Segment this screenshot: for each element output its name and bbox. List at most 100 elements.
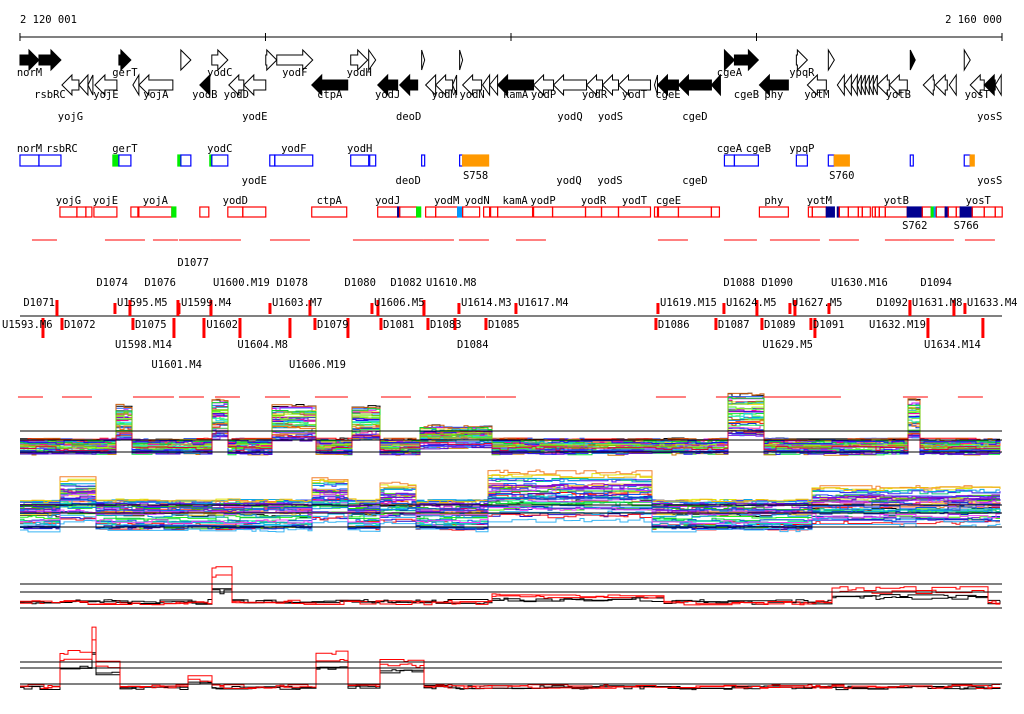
- probe-marker: [176, 300, 180, 316]
- probe-marker: [313, 318, 317, 330]
- gene-label: yodE: [242, 111, 267, 123]
- feature-box-unnamed: [947, 206, 957, 218]
- gene-arrow-unnamed: [180, 48, 192, 72]
- probe-label: D1087: [718, 319, 750, 331]
- feature-box-ctpA: [311, 206, 348, 218]
- probe-marker: [514, 303, 518, 314]
- expression-trace: [20, 401, 1000, 444]
- expression-trace: [20, 396, 1001, 443]
- probe-label: U1595.M5: [117, 297, 168, 309]
- gene-label: yojG: [58, 111, 83, 123]
- expression-panel-3: [20, 566, 1002, 609]
- probe-label: U1617.M4: [518, 297, 569, 309]
- probe-label: U1619.M15: [660, 297, 717, 309]
- upper-feature-track: norM rsbRC gerT yodC yodF yodH S758 cgeA cgeB ypq…: [17, 143, 975, 182]
- gene-label: yotB: [886, 89, 911, 101]
- feature-box-yodF: [274, 154, 314, 167]
- gene-arrow-yodP: [532, 73, 555, 97]
- feature-box-unnamed: [112, 154, 120, 167]
- feature-label: yodD: [223, 195, 248, 207]
- probe-marker: [346, 318, 350, 338]
- expression-trace: [20, 652, 1001, 691]
- feature-box-yodH: [350, 154, 370, 167]
- probe-label: D1094: [920, 277, 952, 289]
- feature-box-yodD: [227, 206, 244, 218]
- feature-label: kamA: [502, 195, 528, 207]
- probe-marker: [926, 318, 930, 338]
- probe-label: D1079: [317, 319, 349, 331]
- feature-box-S766: [959, 206, 973, 218]
- gene-arrow-unnamed: [836, 73, 845, 97]
- feature-box-unnamed: [994, 206, 1003, 218]
- feature-box-unnamed: [969, 154, 975, 167]
- feature-box-yojE: [93, 206, 118, 218]
- feature-label: cgeB: [746, 143, 771, 155]
- feature-label: yodJ: [375, 195, 400, 207]
- expression-trace: [20, 430, 1000, 451]
- probe-label: U1600.M19: [213, 277, 270, 289]
- feature-label: yodM: [434, 195, 459, 207]
- feature-box-yodE: [242, 206, 267, 218]
- probe-marker: [981, 318, 985, 338]
- gene-arrow-yodH: [350, 48, 369, 72]
- gene-arrow-ypqR: [795, 48, 809, 72]
- gene-label: rsbRC: [34, 89, 66, 101]
- feature-box-unnamed: [269, 154, 276, 167]
- expression-trace: [20, 495, 1000, 525]
- gene-arrow-cgeB: [733, 48, 760, 72]
- probe-label: U1606.M19: [289, 359, 346, 371]
- probe-marker: [41, 318, 45, 338]
- feature-box-unnamed: [85, 206, 93, 218]
- gene-label: yojE: [93, 89, 118, 101]
- gene-arrow-unnamed: [78, 73, 89, 97]
- feature-label: ctpA: [317, 195, 343, 207]
- feature-box-S760: [833, 154, 850, 167]
- probe-marker: [426, 318, 430, 330]
- expression-trace: [20, 397, 1000, 445]
- probe-marker: [952, 300, 956, 316]
- probe-marker: [457, 303, 461, 314]
- feature-label: ypqP: [789, 143, 814, 155]
- gene-arrow-unnamed: [368, 48, 377, 72]
- probe-marker: [813, 318, 817, 338]
- feature-label: yodN: [464, 195, 489, 207]
- gene-arrow-unnamed: [856, 74, 862, 96]
- gene-arrow-kamA: [496, 73, 535, 97]
- gene-arrow-yodR: [585, 73, 604, 97]
- probe-marker: [654, 318, 658, 330]
- probe-label: U1603.M7: [272, 297, 323, 309]
- gene-arrow-yojE: [94, 73, 118, 97]
- feature-label: yodE: [242, 175, 267, 187]
- gene-label: yodQ: [557, 111, 582, 123]
- expression-trace: [20, 392, 1000, 443]
- feature-box-unnamed: [878, 206, 886, 218]
- gene-arrow-unnamed: [948, 73, 957, 97]
- gene-arrow-unnamed: [934, 73, 948, 97]
- probe-marker: [202, 318, 206, 338]
- feature-box-cgeB: [733, 154, 759, 167]
- feature-label: yojG: [56, 195, 81, 207]
- expression-trace: [20, 507, 1000, 524]
- probe-label: D1072: [64, 319, 96, 331]
- probe-marker: [827, 303, 831, 314]
- probe-marker: [288, 318, 292, 338]
- gene-label: yodR: [582, 89, 608, 101]
- gene-label: yosT: [965, 89, 991, 101]
- probe-marker: [809, 318, 813, 330]
- feature-label: cgeE: [656, 195, 681, 207]
- probe-marker: [238, 318, 242, 338]
- probe-marker: [209, 300, 213, 316]
- gene-label: norM: [17, 67, 42, 79]
- probe-label: D1083: [430, 319, 462, 331]
- probe-label: U1631.M8: [912, 297, 963, 309]
- expression-trace: [20, 392, 1000, 443]
- feature-box-unnamed: [847, 206, 859, 218]
- probe-label: D1077: [177, 257, 209, 269]
- feature-box-unnamed: [171, 206, 177, 218]
- feature-label: yojA: [143, 195, 169, 207]
- feature-label: cgeD: [682, 175, 707, 187]
- gene-arrow-unnamed: [994, 73, 1002, 97]
- gene-arrow-unnamed: [922, 73, 935, 97]
- feature-label: deoD: [396, 175, 421, 187]
